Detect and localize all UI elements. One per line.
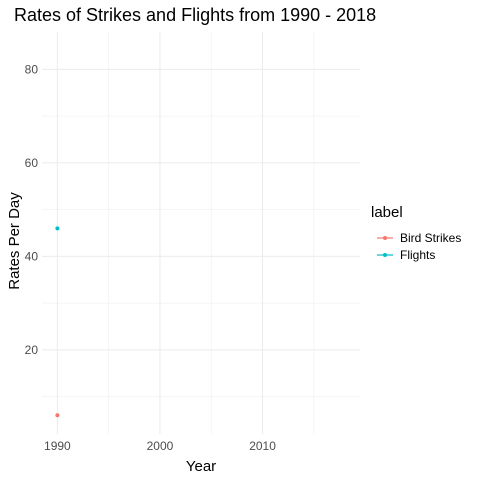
x-tick-label: 1990 [44, 439, 71, 453]
legend-item-flights: Flights [377, 248, 435, 262]
legend-item-bird-strikes: Bird Strikes [377, 231, 461, 245]
legend-items: Bird Strikes Flights [377, 231, 461, 262]
y-tick-label: 60 [25, 156, 39, 170]
y-tick-labels: 20 40 60 80 [25, 62, 39, 356]
grid-minor-lines [42, 32, 360, 434]
bird-strikes-point [55, 413, 60, 418]
x-tick-labels: 1990 2000 2010 [44, 439, 276, 453]
legend-key-point [383, 236, 387, 240]
legend-label: Flights [400, 248, 435, 262]
legend-label: Bird Strikes [400, 231, 461, 245]
legend-title: label [371, 204, 403, 221]
grid-major-lines [42, 32, 360, 434]
legend-key-point [383, 253, 387, 257]
x-tick-label: 2000 [147, 439, 174, 453]
legend: label Bird Strikes Flights [371, 204, 461, 262]
series-layer [55, 226, 60, 418]
y-axis-title: Rates Per Day [6, 192, 23, 290]
y-tick-label: 40 [25, 249, 39, 263]
x-axis-title: Year [186, 458, 216, 475]
chart-title: Rates of Strikes and Flights from 1990 -… [14, 5, 376, 25]
y-tick-label: 80 [25, 62, 39, 76]
flights-point [55, 226, 60, 231]
y-tick-label: 20 [25, 343, 39, 357]
x-tick-label: 2010 [249, 439, 276, 453]
